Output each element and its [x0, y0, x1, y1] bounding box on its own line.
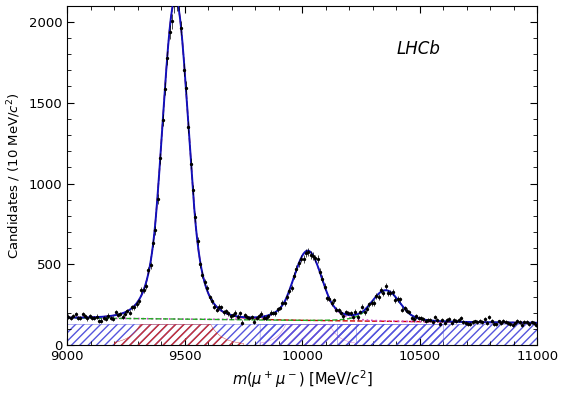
Y-axis label: Candidates / (10 MeV/$c^{2}$): Candidates / (10 MeV/$c^{2}$) [6, 92, 23, 259]
X-axis label: $m(\mu^+\mu^-)$ [MeV/$c^2$]: $m(\mu^+\mu^-)$ [MeV/$c^2$] [232, 369, 373, 390]
Text: LHCb: LHCb [396, 40, 440, 57]
